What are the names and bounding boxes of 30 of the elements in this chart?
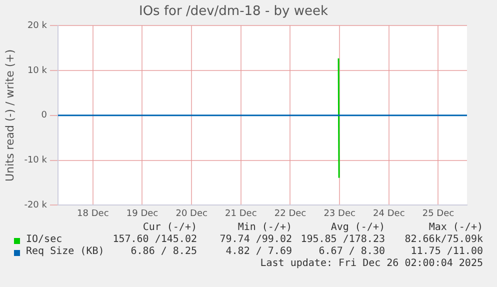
y-tick-label: -20 k (24, 200, 48, 211)
chart-title: IOs for /dev/dm-18 - by week (138, 4, 328, 20)
x-tick-label: 18 Dec (77, 208, 109, 219)
text: 4.82 / 7.69 (224, 246, 292, 257)
x-tick-label: 24 Dec (373, 208, 405, 219)
y-axis-title: Units read (-) / write (+) (3, 49, 16, 182)
text: Avg (-/+) (330, 222, 385, 233)
text: 195.85 /178.23 (300, 234, 385, 245)
y-tick-label: 20 k (27, 20, 48, 31)
text: Last update: Fri Dec 26 02:00:04 2025 (259, 258, 483, 269)
y-tick-label: -10 k (24, 156, 48, 166)
legend-label: Req Size (KB) (26, 246, 104, 257)
text: 6.67 / 8.30 (318, 246, 385, 257)
legend-label: IO/sec (26, 234, 62, 245)
x-tick-label: 22 Dec (274, 208, 306, 219)
y-tick-label: 10 k (27, 66, 48, 76)
x-tick-label: 25 Dec (422, 208, 454, 219)
text: 82.66k/75.09k (404, 234, 483, 245)
x-tick-label: 19 Dec (126, 208, 158, 219)
text: 11.75 /11.00 (410, 246, 483, 257)
text: Cur (-/+) (142, 222, 197, 233)
x-tick-label: 21 Dec (225, 208, 257, 219)
x-tick-label: 23 Dec (324, 208, 356, 219)
text: Min (-/+) (236, 222, 292, 233)
text: 157.60 /145.02 (112, 234, 197, 245)
text: 79.74 /99.02 (218, 234, 292, 245)
x-tick-label: 20 Dec (176, 208, 208, 219)
text: 6.86 / 8.25 (130, 246, 197, 257)
text: Max (-/+) (428, 222, 483, 233)
y-tick-label: 0 (41, 110, 48, 121)
